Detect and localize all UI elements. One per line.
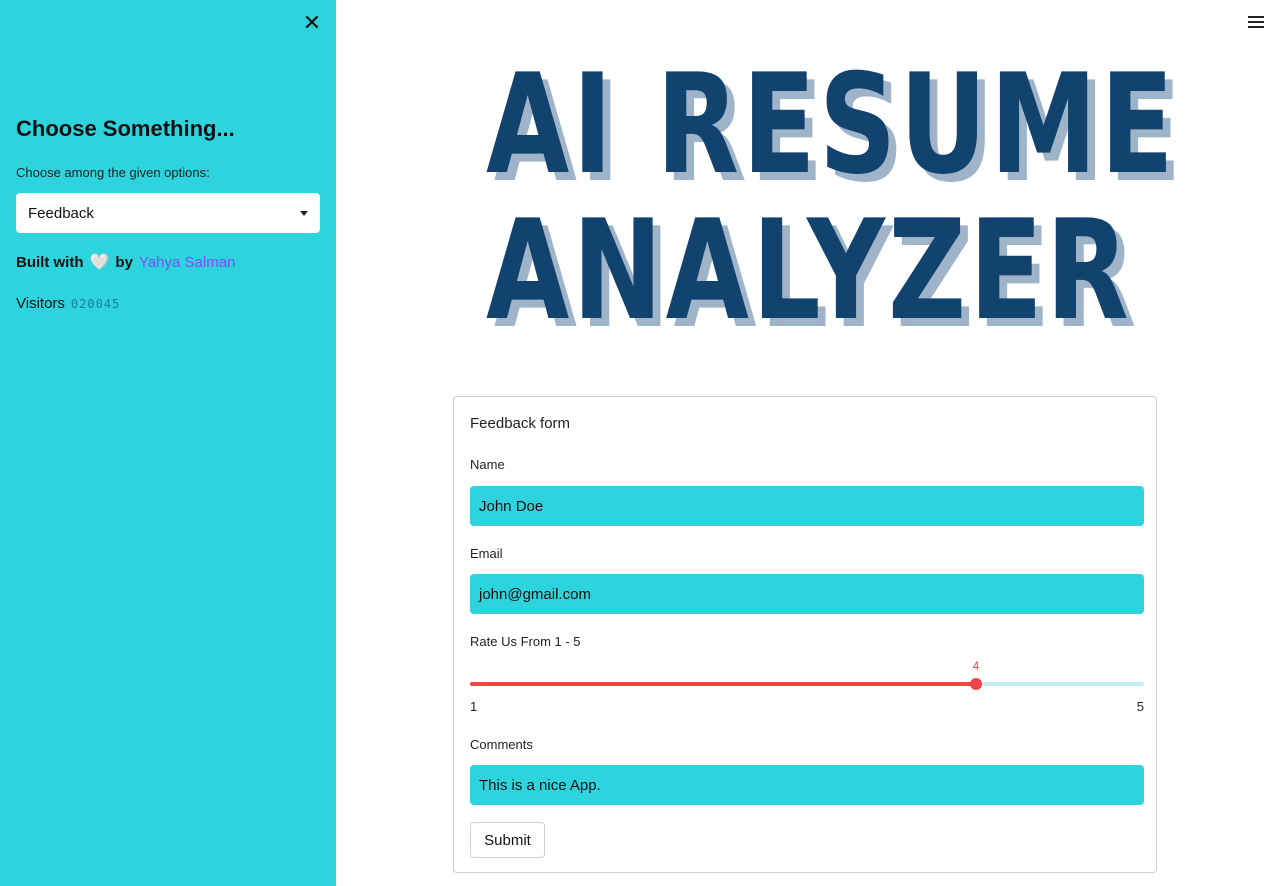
heart-icon: 🤍 — [89, 254, 110, 271]
built-with-text: Built with — [16, 253, 84, 271]
rating-label: Rate Us From 1 - 5 — [470, 634, 581, 649]
name-label: Name — [470, 457, 505, 472]
hero-title-line-1: AI RESUME — [486, 44, 1177, 205]
hero-title-line-2: ANALYZER — [486, 190, 1132, 351]
comments-label: Comments — [470, 737, 533, 752]
close-icon[interactable]: ✕ — [302, 11, 322, 36]
slider-thumb[interactable] — [970, 678, 982, 690]
name-input[interactable]: John Doe — [470, 486, 1144, 526]
comments-input[interactable]: This is a nice App. — [470, 765, 1144, 805]
visitors-line: Visitors 020045 — [16, 295, 120, 312]
sidebar-title: Choose Something... — [16, 116, 235, 141]
email-input[interactable]: john@gmail.com — [470, 574, 1144, 614]
visitors-label: Visitors — [16, 295, 65, 312]
select-value: Feedback — [28, 204, 94, 222]
rating-slider[interactable]: 4 1 5 — [470, 659, 1144, 714]
email-label: Email — [470, 546, 503, 561]
author-link[interactable]: Yahya Salman — [138, 253, 236, 271]
visitor-counter: 020045 — [70, 297, 121, 311]
slider-fill — [470, 682, 976, 686]
hamburger-menu-icon[interactable] — [1248, 16, 1264, 30]
submit-button[interactable]: Submit — [470, 822, 545, 858]
feedback-form: Feedback form Name John Doe Email john@g… — [453, 396, 1157, 873]
chevron-down-icon — [300, 210, 308, 216]
by-text: by — [115, 253, 133, 271]
sidebar: ✕ Choose Something... Choose among the g… — [0, 0, 336, 886]
hero-title: AI RESUME ANALYZER — [486, 44, 1177, 351]
form-title: Feedback form — [470, 415, 571, 432]
select-label: Choose among the given options: — [16, 165, 210, 180]
slider-max: 5 — [1136, 699, 1144, 714]
slider-min: 1 — [470, 699, 478, 714]
slider-value: 4 — [972, 659, 980, 673]
options-select[interactable]: Feedback — [16, 193, 320, 233]
built-with-line: Built with 🤍 by Yahya Salman — [16, 252, 235, 272]
